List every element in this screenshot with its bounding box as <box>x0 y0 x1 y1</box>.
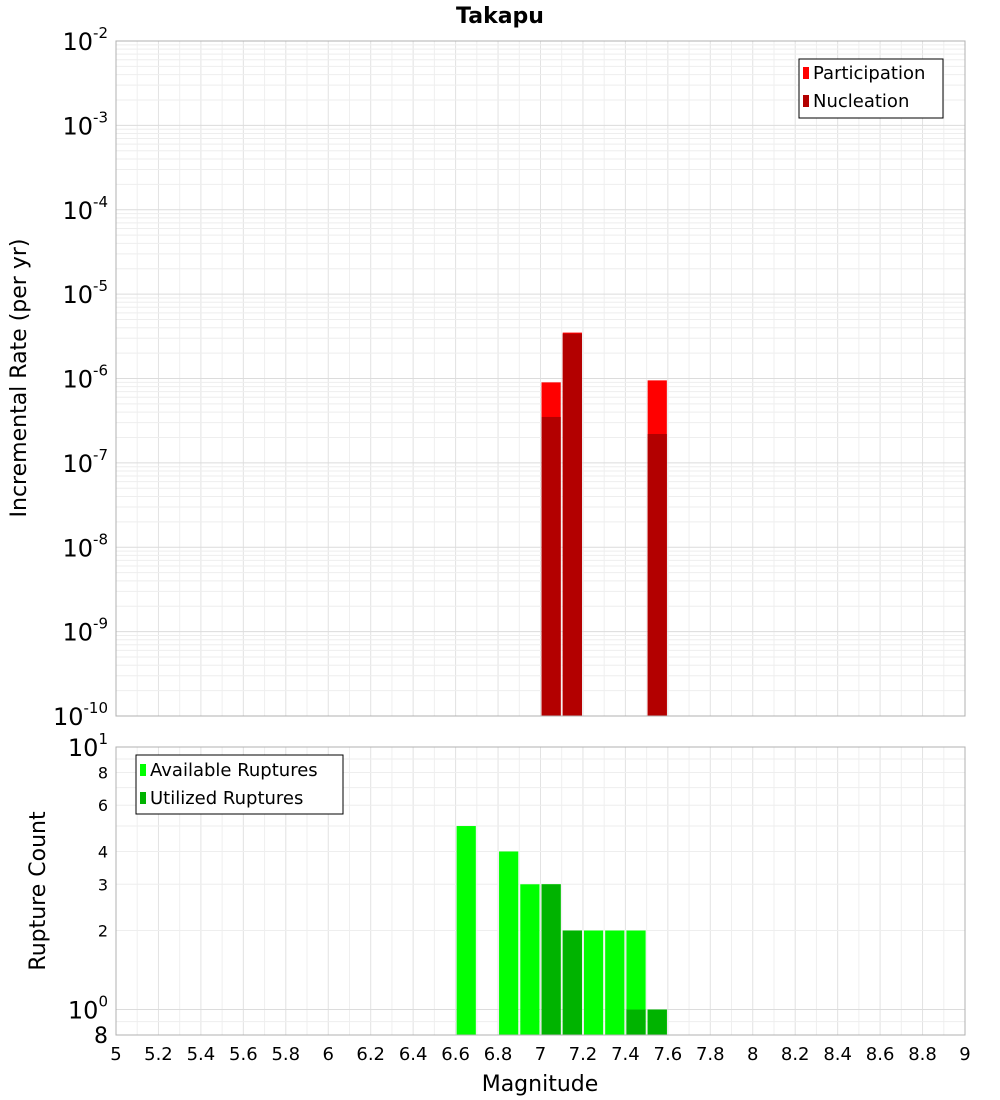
top-y-tick-label: 10-5 <box>62 277 108 309</box>
top-y-tick-label: 10-9 <box>62 615 108 647</box>
x-tick-label: 5.2 <box>144 1044 173 1065</box>
tick-base: 10 <box>62 281 93 309</box>
top-y-tick-label: 10-2 <box>62 24 108 56</box>
x-tick-label: 5 <box>110 1044 121 1065</box>
legend-label-nucleation: Nucleation <box>813 91 909 112</box>
bottom-bar-available-ruptures <box>456 826 476 1035</box>
x-tick-label: 5.6 <box>229 1044 258 1065</box>
legend-label-utilized-ruptures: Utilized Ruptures <box>150 788 303 809</box>
tick-base: 10 <box>62 197 93 225</box>
top-panel-bars <box>541 332 667 716</box>
bottom-bar-available-ruptures <box>605 930 625 1035</box>
tick-exponent: -8 <box>93 530 108 548</box>
x-tick-label: 7.2 <box>569 1044 598 1065</box>
bottom-legend-box <box>135 754 344 815</box>
x-tick-label: 6.8 <box>484 1044 513 1065</box>
x-tick-label: 6.4 <box>399 1044 428 1065</box>
tick-exponent: 1 <box>98 730 108 748</box>
top-panel-grid <box>115 41 966 717</box>
x-tick-label: 6.2 <box>356 1044 385 1065</box>
top-y-tick-label: 10-6 <box>62 362 108 394</box>
top-y-tick-label: 10-10 <box>53 699 108 731</box>
tick-exponent: -4 <box>93 193 108 211</box>
tick-base: 10 <box>62 28 93 56</box>
legend-label-participation: Participation <box>813 63 925 84</box>
x-tick-label: 6.6 <box>441 1044 470 1065</box>
x-tick-label: 5.8 <box>271 1044 300 1065</box>
tick-base: 10 <box>62 450 93 478</box>
bottom-bar-utilized-ruptures <box>647 1009 667 1035</box>
x-tick-label: 8 <box>747 1044 758 1065</box>
top-y-tick-label: 10-3 <box>62 108 108 140</box>
tick-base: 10 <box>68 734 99 762</box>
top-y-tick-labels: 10-210-310-410-510-610-710-810-910-10 <box>53 24 108 731</box>
tick-exponent: -5 <box>93 277 108 295</box>
x-tick-label: 8.2 <box>781 1044 810 1065</box>
x-tick-label: 6 <box>323 1044 334 1065</box>
bottom-panel-bars <box>456 826 667 1035</box>
bottom-bar-utilized-ruptures <box>541 884 561 1035</box>
x-tick-label: 7.6 <box>654 1044 683 1065</box>
tick-exponent: 0 <box>98 993 108 1011</box>
x-tick-label: 8.6 <box>866 1044 895 1065</box>
top-plot-frame <box>115 40 966 717</box>
bottom-plot-frame <box>115 746 966 1036</box>
tick-exponent: -3 <box>93 108 108 126</box>
tick-base: 10 <box>62 534 93 562</box>
tick-exponent: -6 <box>93 362 108 380</box>
top-y-tick-label: 10-7 <box>62 446 108 478</box>
legend-swatch-available-ruptures <box>140 764 146 776</box>
tick-base: 10 <box>53 703 84 731</box>
chart-title: Takapu <box>456 4 544 29</box>
tick-exponent: -9 <box>93 615 108 633</box>
legend-label-available-ruptures: Available Ruptures <box>150 760 318 781</box>
bottom-bar-available-ruptures <box>520 884 540 1035</box>
top-y-tick-label: 10-8 <box>62 530 108 562</box>
top-y-axis-label: Incremental Rate (per yr) <box>7 239 32 518</box>
bottom-y-tick-label: 8 <box>94 1024 108 1049</box>
bottom-y-tick-label: 101 <box>68 730 108 762</box>
x-tick-label: 8.4 <box>823 1044 852 1065</box>
tick-exponent: -10 <box>84 699 109 717</box>
legend-swatch-participation <box>803 67 809 79</box>
bottom-y-tick-label: 8 <box>98 763 108 782</box>
x-tick-label: 5.4 <box>187 1044 216 1065</box>
bottom-legend: Available Ruptures Utilized Ruptures <box>135 754 344 815</box>
bottom-y-tick-label: 100 <box>68 993 108 1025</box>
top-bar-nucleation <box>647 433 667 716</box>
top-legend-box <box>798 58 944 119</box>
bottom-bar-available-ruptures <box>583 930 604 1035</box>
tick-exponent: -7 <box>93 446 108 464</box>
bottom-bar-utilized-ruptures <box>626 1009 646 1035</box>
legend-swatch-nucleation <box>803 95 809 107</box>
x-tick-label: 8.8 <box>908 1044 937 1065</box>
top-legend: Participation Nucleation <box>798 58 944 119</box>
x-tick-label: 9 <box>959 1044 970 1065</box>
bottom-y-axis-label: Rupture Count <box>26 811 51 971</box>
tick-base: 10 <box>68 997 99 1025</box>
bottom-bar-available-ruptures <box>626 930 646 1035</box>
x-tick-label: 7.4 <box>611 1044 640 1065</box>
bottom-bar-available-ruptures <box>499 851 519 1035</box>
bottom-bar-utilized-ruptures <box>562 930 582 1035</box>
bottom-y-tick-label: 3 <box>98 875 108 894</box>
x-tick-label: 7 <box>535 1044 546 1065</box>
tick-exponent: -2 <box>93 24 108 42</box>
top-bar-nucleation <box>562 333 582 716</box>
tick-base: 10 <box>62 112 93 140</box>
x-axis-label: Magnitude <box>482 1072 599 1097</box>
bottom-y-tick-label: 6 <box>98 796 108 815</box>
top-y-tick-label: 10-4 <box>62 193 108 225</box>
bottom-y-tick-label: 4 <box>98 842 108 861</box>
x-tick-label: 7.8 <box>696 1044 725 1065</box>
x-tick-labels: 5 5.2 5.4 5.6 5.8 6 6.2 6.4 6.6 6.8 7 7.2 7.4 7.6 7.8 8… <box>110 1044 970 1065</box>
tick-base: 10 <box>62 366 93 394</box>
legend-swatch-utilized-ruptures <box>140 792 146 804</box>
top-bar-nucleation <box>541 416 561 716</box>
tick-base: 10 <box>62 619 93 647</box>
bottom-y-tick-label: 2 <box>98 922 108 941</box>
